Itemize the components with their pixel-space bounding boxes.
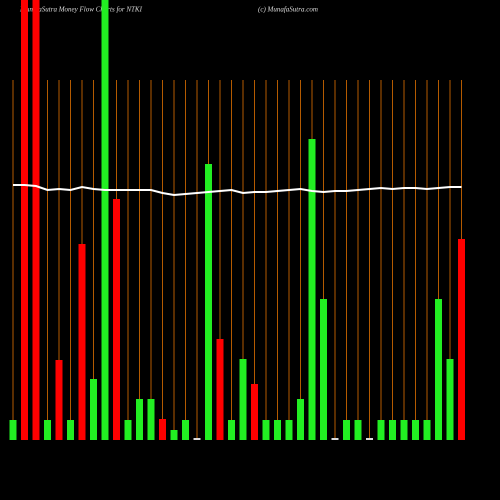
bar: [458, 239, 465, 440]
bar: [147, 399, 155, 440]
bar: [435, 299, 442, 440]
bar: [9, 420, 17, 440]
bar: [228, 420, 235, 440]
bar: [251, 384, 258, 440]
bar: [124, 420, 132, 440]
bar: [193, 438, 201, 440]
bar: [412, 420, 419, 440]
bar: [21, 0, 28, 440]
bar: [78, 244, 86, 440]
bar: [331, 438, 339, 440]
bar: [366, 438, 373, 440]
bar: [159, 419, 166, 440]
bar: [308, 139, 316, 440]
bar: [285, 420, 293, 440]
bar: [377, 420, 385, 440]
bar: [101, 0, 109, 440]
bar: [113, 199, 120, 440]
bar: [32, 0, 40, 440]
bar: [400, 420, 408, 440]
bar: [262, 420, 270, 440]
bar: [67, 420, 74, 440]
bar: [343, 420, 350, 440]
money-flow-line: [13, 184, 462, 197]
bar: [354, 420, 362, 440]
bar: [182, 420, 189, 440]
bar: [90, 379, 97, 440]
bar: [389, 420, 396, 440]
chart-subtitle: (c) MunafaSutra.com: [258, 6, 318, 14]
bar: [274, 420, 281, 440]
bar: [216, 339, 224, 440]
bar: [205, 164, 212, 440]
bar: [320, 299, 327, 440]
bar: [170, 430, 178, 440]
bar: [423, 420, 431, 440]
chart-title: MunafaSutra Money Flow Charts for NTKI: [19, 6, 143, 14]
plot-area: [9, 0, 465, 440]
bar: [239, 359, 247, 440]
bar: [44, 420, 51, 440]
bar: [136, 399, 143, 440]
bar: [297, 399, 304, 440]
bar: [446, 359, 454, 440]
bar: [55, 360, 63, 440]
